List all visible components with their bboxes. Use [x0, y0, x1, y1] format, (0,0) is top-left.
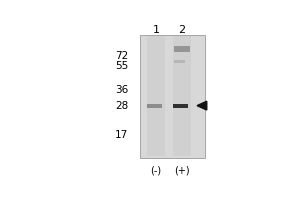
Bar — [147, 104, 163, 108]
Text: 72: 72 — [115, 51, 128, 61]
Polygon shape — [197, 101, 207, 110]
Text: 17: 17 — [115, 130, 128, 140]
Bar — [140, 35, 205, 158]
Bar — [174, 46, 190, 52]
Text: 28: 28 — [115, 101, 128, 111]
Bar — [173, 104, 188, 108]
Text: 55: 55 — [115, 61, 128, 71]
Text: 36: 36 — [115, 85, 128, 95]
Bar — [174, 60, 185, 63]
Text: 2: 2 — [178, 25, 186, 35]
Text: (-): (-) — [151, 165, 162, 175]
Text: 1: 1 — [153, 25, 160, 35]
Text: (+): (+) — [174, 165, 190, 175]
Bar — [147, 36, 165, 156]
Bar — [173, 36, 191, 156]
